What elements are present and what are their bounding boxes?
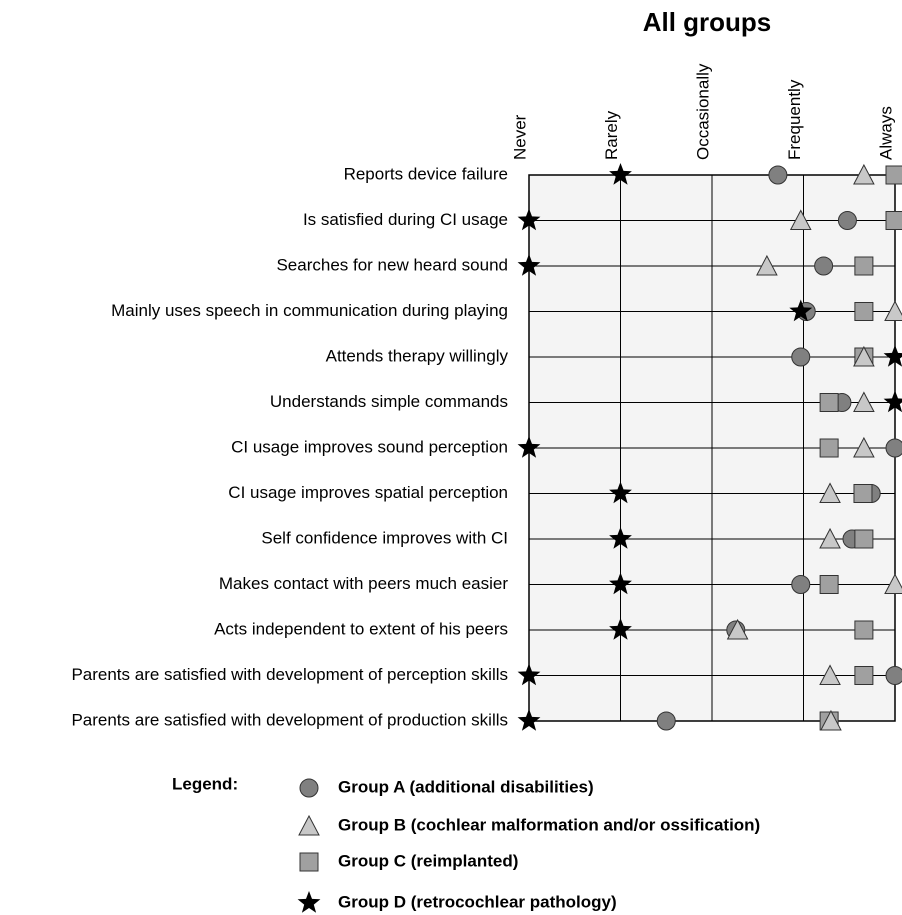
data-point — [609, 527, 632, 549]
y-tick-label: Makes contact with peers much easier — [219, 574, 508, 593]
data-point — [885, 666, 902, 685]
data-point — [768, 165, 788, 185]
data-point — [853, 345, 875, 367]
data-point — [854, 302, 874, 321]
data-point — [884, 300, 902, 321]
legend-marker — [297, 891, 321, 913]
data-point — [854, 529, 874, 549]
data-point — [609, 618, 632, 640]
data-point — [726, 618, 749, 640]
y-tick-label: Parents are satisfied with development o… — [71, 710, 508, 729]
x-tick-label: Rarely — [602, 110, 621, 160]
data-point — [837, 211, 857, 230]
y-tick-label: Is satisfied during CI usage — [303, 210, 508, 229]
chart-title: All groups — [643, 7, 772, 37]
data-point — [884, 573, 902, 594]
y-tick-label: Self confidence improves with CI — [261, 528, 508, 547]
y-tick-label: CI usage improves sound perception — [231, 437, 508, 456]
y-tick-label: Parents are satisfied with development o… — [71, 665, 508, 684]
data-point — [791, 347, 811, 367]
data-point — [609, 572, 632, 595]
data-point — [789, 209, 812, 230]
data-point — [819, 575, 839, 594]
x-tick-label: Occasionally — [693, 63, 712, 160]
x-tick-label: Always — [876, 106, 895, 160]
data-point — [885, 211, 902, 230]
data-point — [885, 165, 902, 185]
data-point — [791, 575, 811, 594]
y-tick-label: Reports device failure — [344, 164, 508, 183]
data-point — [853, 391, 875, 412]
y-tick-label: Understands simple commands — [270, 392, 508, 411]
data-point — [853, 163, 875, 185]
y-tick-label: Searches for new heard sound — [276, 255, 508, 274]
legend-marker — [299, 852, 319, 872]
data-point — [820, 709, 842, 731]
data-point — [517, 663, 541, 686]
data-point — [789, 299, 813, 322]
y-tick-label: Acts independent to extent of his peers — [214, 619, 508, 638]
data-point — [819, 482, 841, 503]
data-point — [517, 254, 541, 276]
data-point — [819, 664, 841, 685]
legend-marker — [299, 778, 319, 798]
data-point — [609, 481, 632, 504]
data-point — [819, 438, 839, 458]
legend-label: Group B (cochlear malformation and/or os… — [338, 815, 760, 834]
legend-label: Group C (reimplanted) — [338, 851, 518, 870]
data-point — [854, 620, 874, 640]
data-point — [819, 527, 841, 549]
data-point — [609, 163, 632, 185]
data-point — [819, 393, 839, 412]
data-point — [756, 254, 778, 276]
y-tick-label: Mainly uses speech in communication duri… — [111, 301, 508, 320]
legend-label: Group D (retrocochlear pathology) — [338, 892, 617, 911]
x-tick-label: Frequently — [785, 79, 804, 160]
data-point — [814, 256, 834, 276]
y-tick-label: CI usage improves spatial perception — [228, 483, 508, 502]
data-point — [883, 345, 902, 367]
data-point — [853, 484, 873, 503]
data-point — [854, 666, 874, 685]
data-point — [885, 438, 902, 458]
y-tick-label: Attends therapy willingly — [326, 346, 509, 365]
data-point — [656, 711, 676, 731]
data-point — [883, 390, 902, 413]
legend-title: Legend: — [172, 774, 238, 793]
data-point — [854, 256, 874, 276]
data-point — [517, 436, 541, 458]
x-tick-label: Never — [510, 114, 529, 160]
legend-label: Group A (additional disabilities) — [338, 777, 594, 796]
data-point — [853, 436, 875, 458]
data-point — [517, 208, 541, 231]
data-point — [517, 709, 541, 731]
legend-marker — [298, 814, 320, 836]
